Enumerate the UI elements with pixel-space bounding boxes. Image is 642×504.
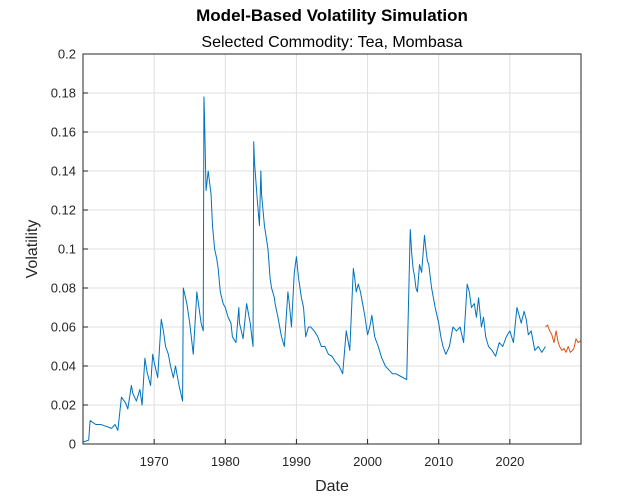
y-tick-label: 0.06 — [51, 320, 76, 335]
historical-volatility-line — [82, 96, 546, 443]
y-tick-label: 0.14 — [51, 164, 76, 179]
series-layer — [82, 96, 582, 443]
y-tick-label: 0.2 — [58, 47, 76, 62]
tick-layer: 1970 1980 1990 2000 2010 2020 0 0.02 0.04 0.06 0.0… — [51, 47, 525, 470]
y-tick-label: 0.1 — [58, 242, 76, 257]
x-tick-label: 1990 — [282, 454, 311, 469]
y-tick-label: 0.08 — [51, 281, 76, 296]
chart-title: Model-Based Volatility Simulation — [196, 6, 468, 25]
x-tick-label: 2010 — [424, 454, 453, 469]
y-tick-label: 0.02 — [51, 398, 76, 413]
x-tick-label: 1970 — [140, 454, 169, 469]
y-tick-label: 0 — [69, 437, 76, 452]
y-tick-label: 0.18 — [51, 86, 76, 101]
simulated-volatility-line — [545, 324, 582, 353]
y-tick-label: 0.16 — [51, 125, 76, 140]
x-tick-label: 2000 — [353, 454, 382, 469]
y-axis-label: Volatility — [24, 220, 41, 279]
x-axis-label: Date — [315, 478, 349, 495]
x-tick-label: 2020 — [495, 454, 524, 469]
y-tick-label: 0.04 — [51, 359, 76, 374]
y-tick-label: 0.12 — [51, 203, 76, 218]
chart-subtitle: Selected Commodity: Tea, Mombasa — [201, 34, 462, 51]
x-tick-label: 1980 — [211, 454, 240, 469]
